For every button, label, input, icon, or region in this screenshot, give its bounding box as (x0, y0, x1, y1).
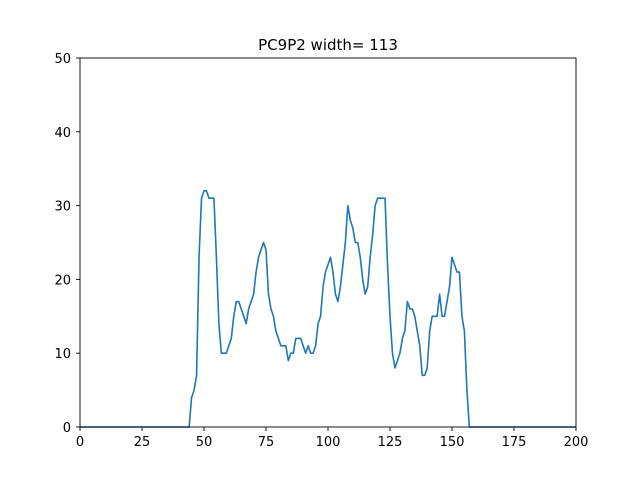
x-tick-label: 125 (378, 435, 403, 450)
x-tick-label: 100 (316, 435, 341, 450)
x-tick-label: 175 (502, 435, 527, 450)
y-tick-label: 30 (54, 200, 71, 215)
y-tick-label: 10 (54, 347, 71, 362)
series-layer (80, 190, 576, 428)
x-tick-label: 0 (76, 435, 84, 450)
plot-frame (79, 57, 577, 428)
y-tick-label: 20 (54, 273, 71, 288)
x-tick-label: 25 (134, 435, 151, 450)
series-line (80, 190, 576, 428)
x-tick-label: 75 (258, 435, 275, 450)
x-tick-label: 50 (196, 435, 213, 450)
x-tick-label: 200 (564, 435, 589, 450)
x-tick-label: 150 (440, 435, 465, 450)
x-axis: 0 25 50 75 100 125 150 175 200 (76, 427, 589, 450)
y-tick-label: 40 (54, 126, 71, 141)
y-axis: 0 10 20 30 40 50 (54, 52, 80, 436)
y-tick-label: 50 (54, 52, 71, 67)
y-tick-label: 0 (63, 421, 71, 436)
chart-title: PC9P2 width= 113 (258, 36, 398, 54)
